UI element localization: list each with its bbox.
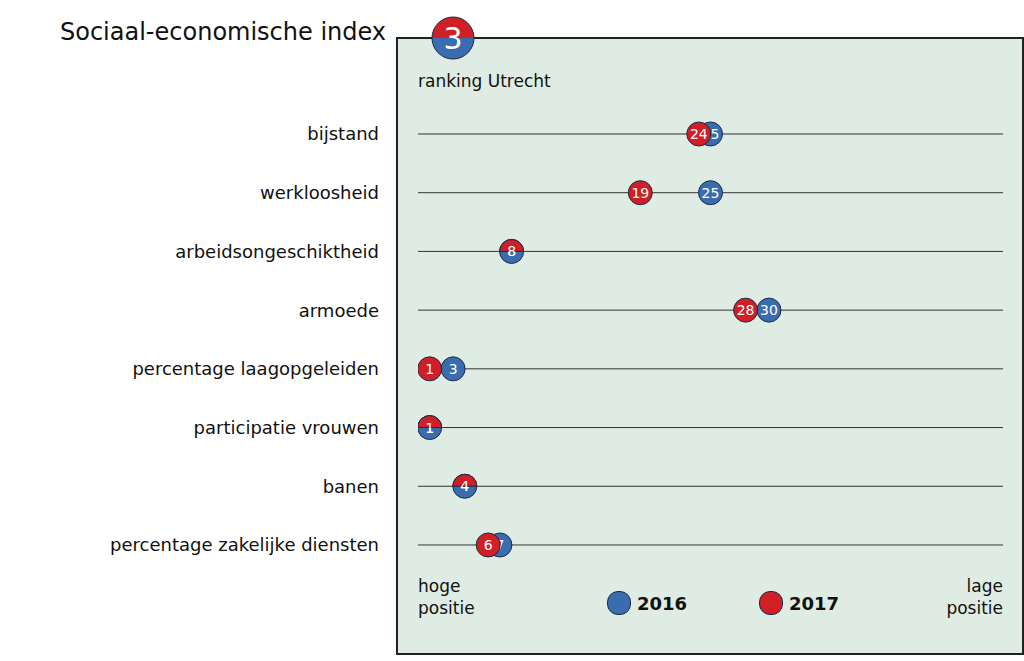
- svg-text:4: 4: [460, 478, 469, 494]
- html-text:lage positie: lage positie: [946, 576, 1003, 618]
- svg-text:24: 24: [690, 126, 708, 142]
- html-text:ranking Utrecht: ranking Utrecht: [418, 71, 551, 91]
- html-text:Sociaal-economische index: Sociaal-economische index: [60, 18, 387, 46]
- svg-text:4: 4: [460, 478, 469, 494]
- svg-text:armoede: armoede: [299, 300, 379, 321]
- html-text:hoge positie: hoge positie: [418, 576, 475, 618]
- svg-text:6: 6: [484, 537, 493, 553]
- svg-text:8: 8: [507, 243, 516, 259]
- svg-text:participatie vrouwen: participatie vrouwen: [194, 417, 379, 438]
- svg-text:1: 1: [425, 361, 434, 377]
- svg-text:3: 3: [443, 21, 462, 38]
- svg-text:19: 19: [631, 185, 649, 201]
- svg-text:3: 3: [443, 38, 462, 56]
- html-text:2017: 2017: [789, 592, 840, 614]
- svg-text:percentage laagopgeleiden: percentage laagopgeleiden: [132, 358, 379, 379]
- svg-text:bijstand: bijstand: [307, 123, 379, 144]
- svg-text:3: 3: [449, 361, 458, 377]
- html-text:2016: 2016: [637, 592, 688, 614]
- svg-text:banen: banen: [323, 476, 379, 497]
- svg-text:28: 28: [737, 302, 755, 318]
- svg-text:arbeidsongeschiktheid: arbeidsongeschiktheid: [175, 241, 379, 262]
- svg-text:werkloosheid: werkloosheid: [260, 182, 379, 203]
- svg-text:30: 30: [760, 302, 778, 318]
- svg-text:percentage zakelijke diensten: percentage zakelijke diensten: [110, 534, 379, 555]
- svg-text:1: 1: [425, 420, 434, 436]
- svg-text:8: 8: [507, 243, 516, 259]
- svg-text:25: 25: [702, 185, 720, 201]
- svg-text:1: 1: [425, 420, 434, 436]
